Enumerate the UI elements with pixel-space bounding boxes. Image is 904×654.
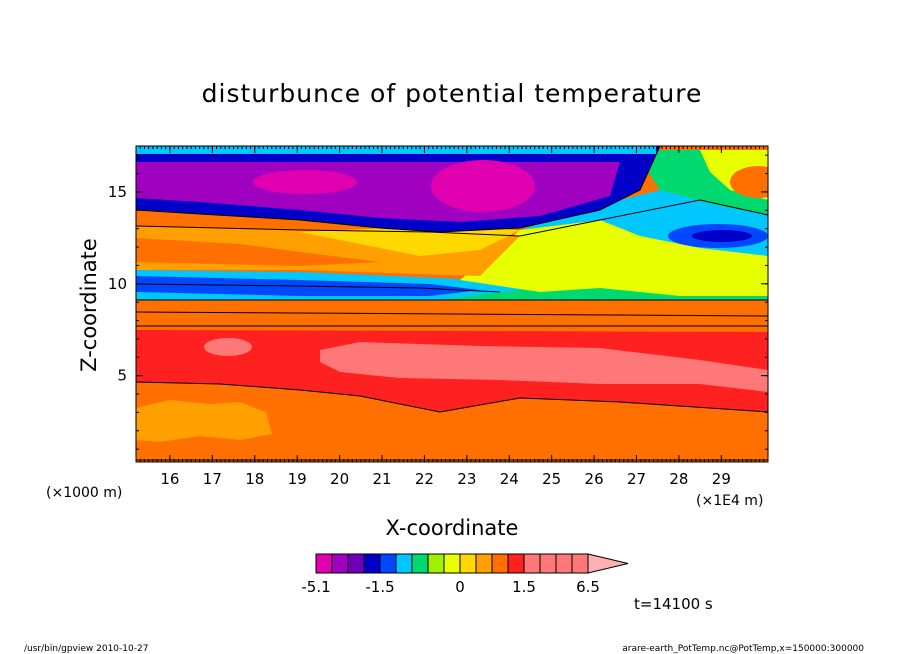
colorbar [315,553,629,574]
contour-lines [136,146,768,461]
x-tick-label: 16 [160,470,179,488]
field-cell-orange-corner [730,166,768,198]
colorbar-segment [395,553,413,574]
field-cell-orange-blob [136,400,272,442]
contour-line [136,283,501,293]
chart-title: disturbunce of potential temperature [202,79,703,108]
field-cell-pink-small [204,338,252,356]
colorbar-segment [491,553,509,574]
time-label: t=14100 s [634,595,713,613]
field-band-yellow [460,220,768,296]
y-tick-label: 15 [108,183,127,201]
field-band-top-edge [136,146,656,154]
x-tick-label: 23 [457,470,476,488]
contour-line [136,199,768,237]
colorbar-segment [475,553,493,574]
colorbar-arrow [587,553,629,574]
colorbar-segment [363,553,381,574]
colorbar-segment [539,553,557,574]
field-cell-magenta-left [253,170,357,194]
footer-right: arare-earth_PotTemp.nc@PotTemp,x=150000:… [622,644,864,654]
x-tick-label: 18 [245,470,264,488]
colorbar-segment [555,553,573,574]
y-axis-label: Z-coordinate [77,238,101,372]
x-tick-label: 22 [415,470,434,488]
footer-left: /usr/bin/gpview 2010-10-27 [24,644,148,654]
contour-line [136,381,768,413]
colorbar-segment [523,553,541,574]
y-tick-label: 10 [108,275,127,293]
x-axis: 16 17 18 19 20 21 22 23 24 25 26 27 28 29 [135,146,769,488]
x-unit-right-label: (×1E4 m) [696,493,763,509]
colorbar-segment [315,553,333,574]
colorbar-segment [427,553,445,574]
x-tick-label: 25 [542,470,561,488]
y-tick-label: 5 [117,367,127,385]
field-band-orange-mid [136,300,768,332]
y-axis: 5 10 15 [108,154,768,450]
colorbar-segment [443,553,461,574]
colorbar-labels: -5.1 -1.5 0 1.5 6.5 [301,578,600,596]
colorbar-segment [379,553,397,574]
field-band-orange-deep [136,238,380,266]
colorbar-segment [331,553,349,574]
field-cell-navy-right [692,230,752,242]
colorbar-segment [411,553,429,574]
x-tick-label: 26 [585,470,604,488]
x-tick-label: 27 [627,470,646,488]
colorbar-tick-label: -5.1 [301,578,330,596]
colorbar-tick-label: -1.5 [365,578,394,596]
contour-line [136,311,768,317]
x-tick-label: 28 [669,470,688,488]
colorbar-segment [459,553,477,574]
colorbar-segment [571,553,589,574]
x-tick-label: 19 [288,470,307,488]
field-cell-pink-large [320,342,768,392]
colorbar-segment [507,553,525,574]
colorbar-segment [347,553,365,574]
x-tick-label: 24 [500,470,519,488]
plot-frame [135,145,769,463]
x-tick-label: 21 [372,470,391,488]
colorbar-tick-label: 0 [455,578,465,596]
x-tick-label: 17 [203,470,222,488]
x-tick-label: 20 [330,470,349,488]
x-unit-left-label: (×1000 m) [46,485,122,501]
x-axis-label: X-coordinate [386,516,519,540]
colorbar-tick-label: 6.5 [576,578,600,596]
field-cell-magenta-right [431,160,535,212]
colorbar-tick-label: 1.5 [512,578,536,596]
plot-area [136,146,768,462]
x-tick-label: 29 [712,470,731,488]
